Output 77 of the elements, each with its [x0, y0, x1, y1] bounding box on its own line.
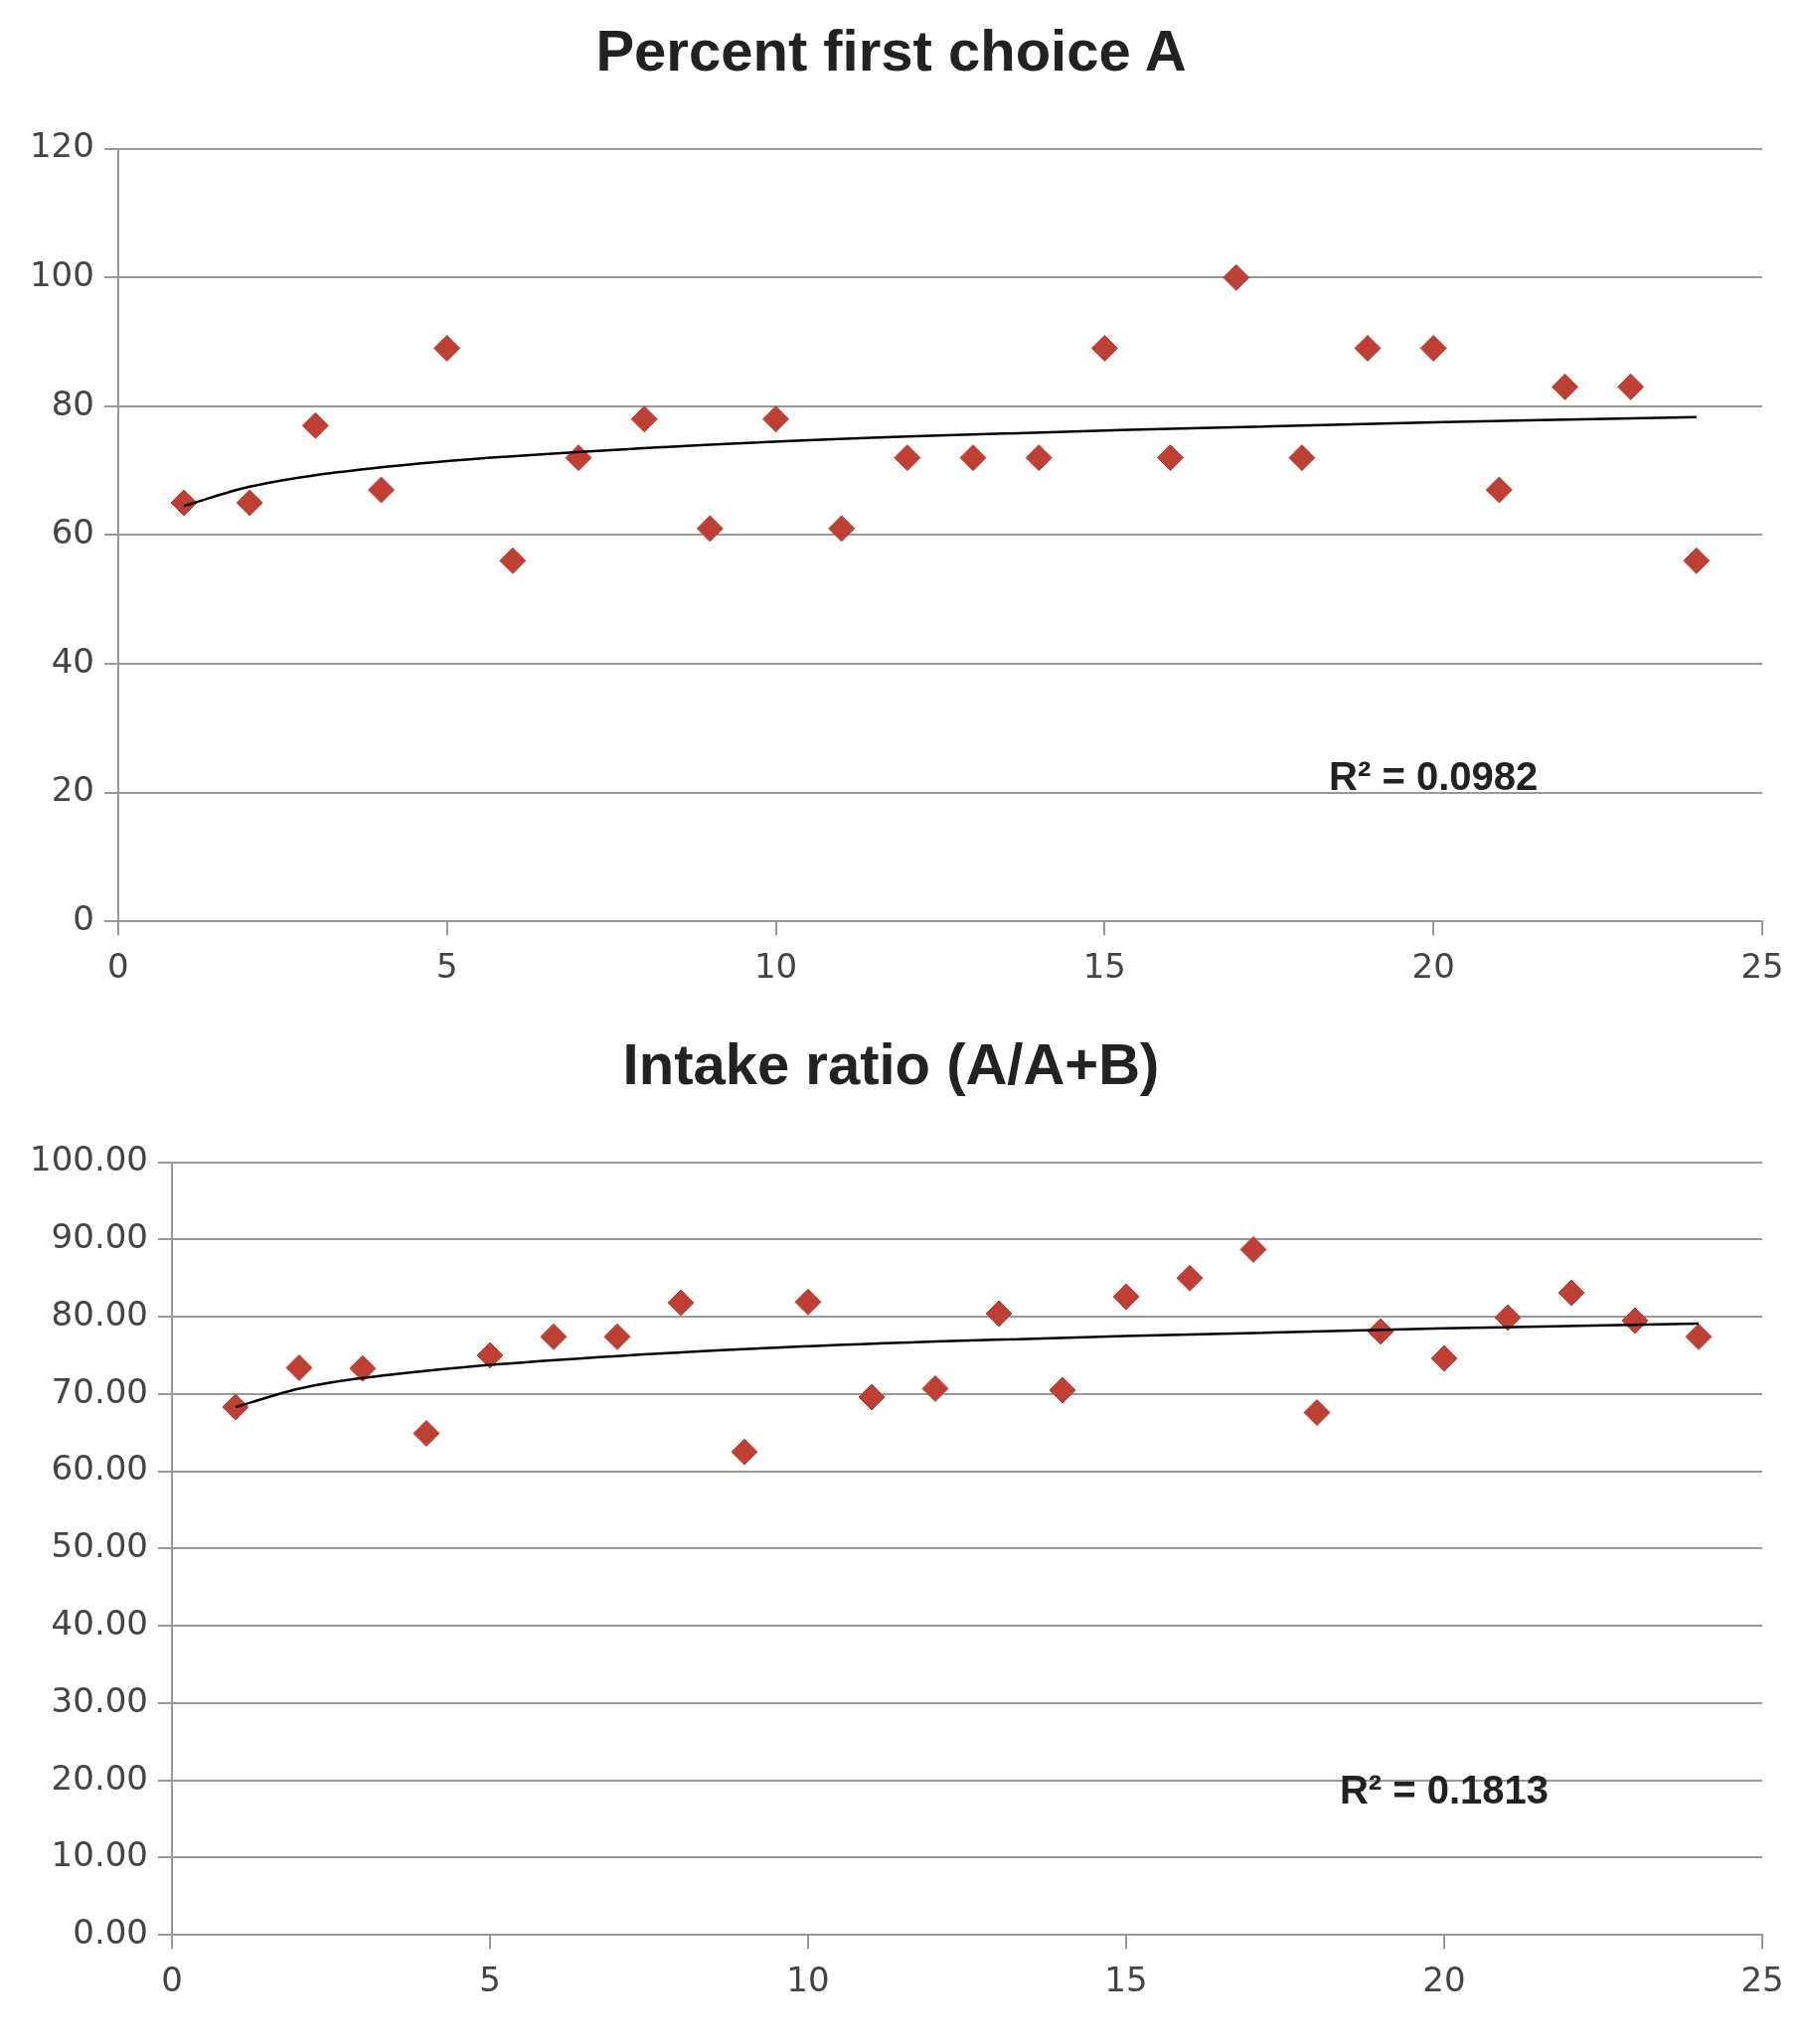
y-tick-label: 100.00: [30, 1139, 148, 1179]
annotation: R² = 0.0982: [1329, 754, 1539, 799]
point: [762, 405, 790, 433]
y-tick-label: 80.00: [51, 1293, 148, 1334]
x-tick-label: 10: [786, 1960, 830, 2000]
y-tick-label: 50.00: [51, 1525, 148, 1566]
point: [1430, 1344, 1458, 1372]
point: [1288, 444, 1316, 472]
x-tick-label: 15: [1104, 1960, 1148, 2000]
y-tick-label: 60: [51, 512, 94, 552]
point: [540, 1323, 568, 1350]
point: [921, 1374, 949, 1402]
point: [731, 1438, 758, 1466]
point: [1557, 1279, 1585, 1307]
y-tick-label: 80: [51, 383, 94, 423]
point: [894, 444, 921, 472]
point: [285, 1353, 313, 1381]
point: [1112, 1283, 1140, 1311]
point: [603, 1323, 631, 1350]
x-tick-label: 5: [435, 946, 458, 987]
x-tick-label: 20: [1422, 1960, 1466, 2000]
x-tick-label: 0: [161, 1960, 183, 2000]
y-tick-label: 0: [73, 898, 94, 939]
point: [368, 476, 396, 504]
y-tick-label: 0.00: [73, 1912, 148, 1953]
point: [1494, 1304, 1522, 1332]
point: [499, 547, 527, 574]
point: [1552, 373, 1579, 400]
point: [222, 1393, 249, 1421]
point: [667, 1289, 695, 1317]
point: [349, 1354, 377, 1382]
point: [1303, 1399, 1331, 1427]
point: [1049, 1376, 1076, 1404]
point: [1683, 547, 1711, 574]
point: [301, 411, 329, 439]
y-tick-label: 40.00: [51, 1602, 148, 1643]
x-tick-label: 10: [753, 946, 798, 987]
point: [985, 1300, 1013, 1328]
y-tick-label: 90.00: [51, 1216, 148, 1257]
point: [828, 515, 856, 543]
y-tick-label: 10.00: [51, 1834, 148, 1875]
point: [696, 515, 724, 543]
point: [412, 1420, 440, 1448]
y-tick-label: 20.00: [51, 1757, 148, 1798]
x-tick-label: 20: [1411, 946, 1455, 987]
y-tick-label: 70.00: [51, 1370, 148, 1411]
point: [1025, 444, 1053, 472]
x-tick-label: 25: [1740, 1960, 1784, 2000]
point: [1685, 1323, 1713, 1350]
point: [1176, 1264, 1204, 1292]
annotation: R² = 0.1813: [1339, 1768, 1550, 1812]
x-tick-label: 15: [1082, 946, 1126, 987]
y-tick-label: 60.00: [51, 1448, 148, 1489]
point: [1223, 263, 1250, 291]
point: [1485, 476, 1513, 504]
x-tick-label: 5: [479, 1960, 501, 2000]
point: [858, 1383, 886, 1411]
point: [1239, 1235, 1267, 1263]
point: [1157, 444, 1185, 472]
point: [476, 1341, 504, 1369]
y-tick-label: 30.00: [51, 1679, 148, 1720]
point: [959, 444, 987, 472]
y-tick-label: 100: [29, 254, 94, 295]
point: [630, 405, 658, 433]
chart-title: Intake ratio (A/A+B): [622, 1030, 1160, 1096]
point: [794, 1288, 822, 1316]
point: [236, 489, 263, 517]
point: [1419, 334, 1447, 362]
point: [1354, 334, 1382, 362]
y-tick-label: 40: [51, 640, 94, 681]
y-tick-label: 20: [51, 769, 94, 810]
x-tick-label: 25: [1740, 946, 1784, 987]
chart-title: Percent first choice A: [595, 17, 1187, 82]
point: [433, 334, 461, 362]
y-tick-label: 120: [29, 125, 94, 166]
point: [1617, 373, 1645, 400]
point: [1090, 334, 1118, 362]
